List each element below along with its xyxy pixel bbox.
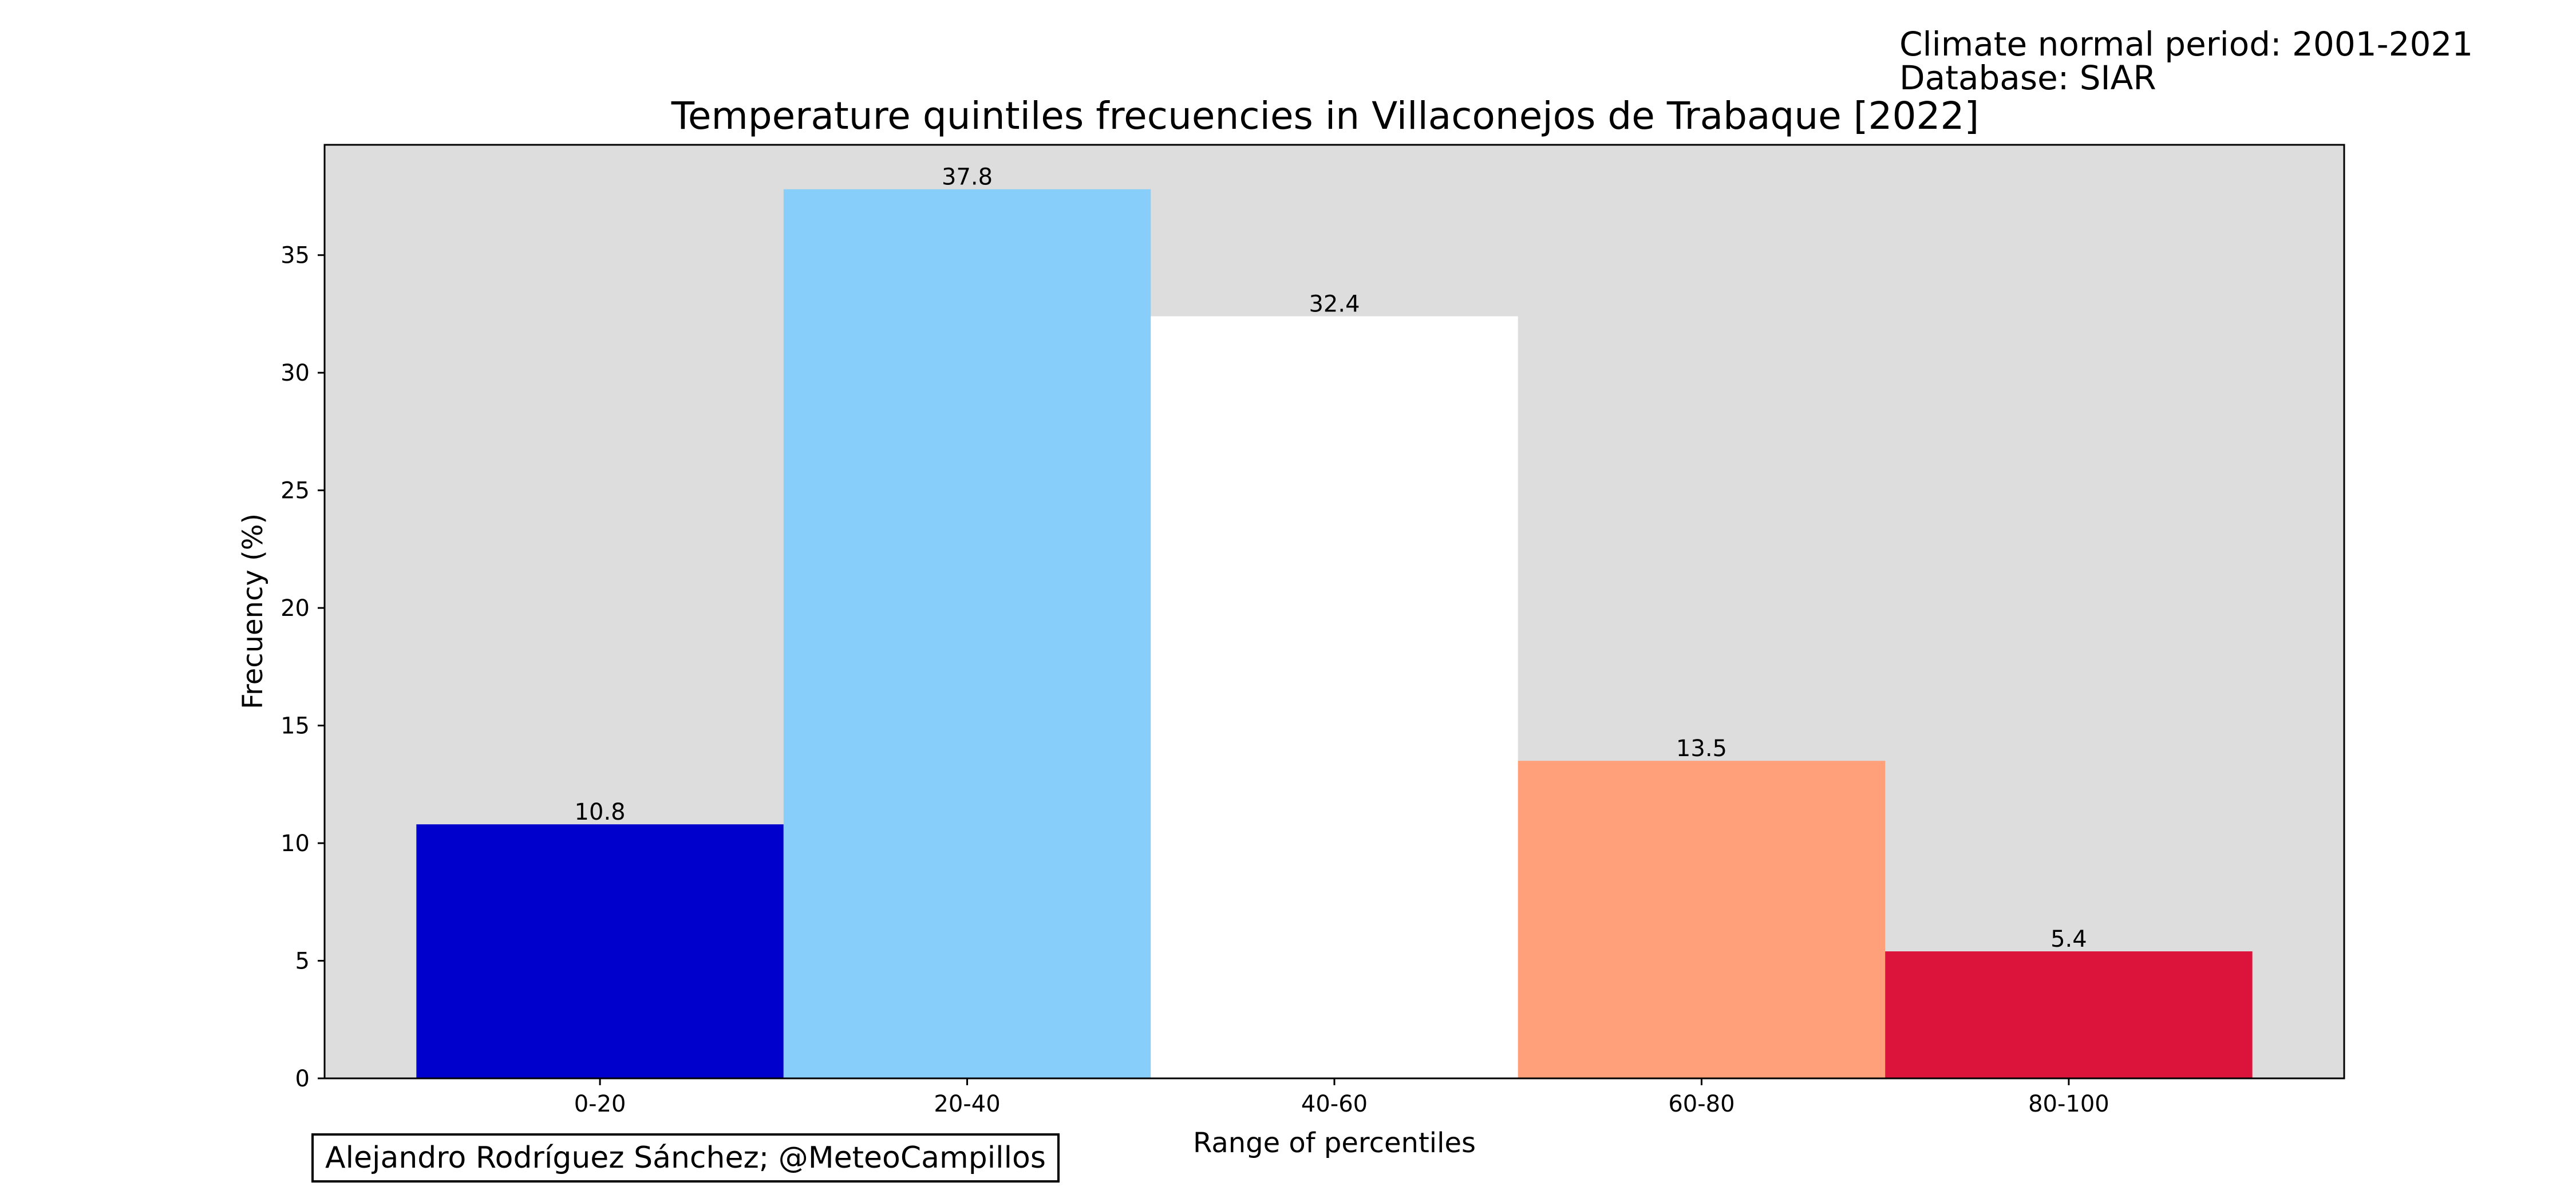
author-credit: Alejandro Rodríguez Sánchez; @MeteoCampi… [311,1133,1060,1183]
y-tick-label: 10 [280,831,310,857]
bar-60-80 [1518,761,1886,1078]
x-axis: 0-20 20-40 40-60 60-80 80-100 [574,1078,2109,1117]
climate-normal-period-text: Climate normal period: 2001-2021 [1899,25,2474,64]
database-text: Database: SIAR [1899,58,2156,97]
bar-20-40 [783,189,1151,1079]
x-tick-label: 40-60 [1301,1091,1368,1117]
value-labels-layer: 10.8 37.8 32.4 13.5 5.4 [575,164,2087,952]
bar-80-100 [1885,951,2253,1078]
y-tick-label: 20 [280,595,310,622]
bar-0-20 [416,824,784,1078]
x-tick-label: 80-100 [2028,1091,2109,1117]
bar-value-label: 5.4 [2050,926,2087,952]
y-tick-label: 30 [280,360,310,386]
x-tick-label: 0-20 [574,1091,626,1117]
x-axis-label: Range of percentiles [1193,1127,1476,1159]
bar-value-label: 37.8 [942,164,993,191]
y-tick-label: 35 [280,243,310,269]
chart-title: Temperature quintiles frecuencies in Vil… [671,94,1979,138]
y-axis-label: Frecuency (%) [237,513,269,709]
x-tick-label: 60-80 [1668,1091,1735,1117]
bar-value-label: 10.8 [575,799,626,825]
bar-value-label: 32.4 [1309,291,1360,318]
bars-layer [416,189,2253,1079]
y-axis: 0 5 10 15 20 25 30 35 [280,243,325,1092]
y-tick-label: 5 [295,948,310,975]
bar-40-60 [1151,316,1518,1078]
y-tick-label: 25 [280,478,310,504]
x-tick-label: 20-40 [934,1091,1000,1117]
bar-value-label: 13.5 [1676,736,1727,762]
y-tick-label: 0 [295,1066,310,1092]
y-tick-label: 15 [280,713,310,740]
